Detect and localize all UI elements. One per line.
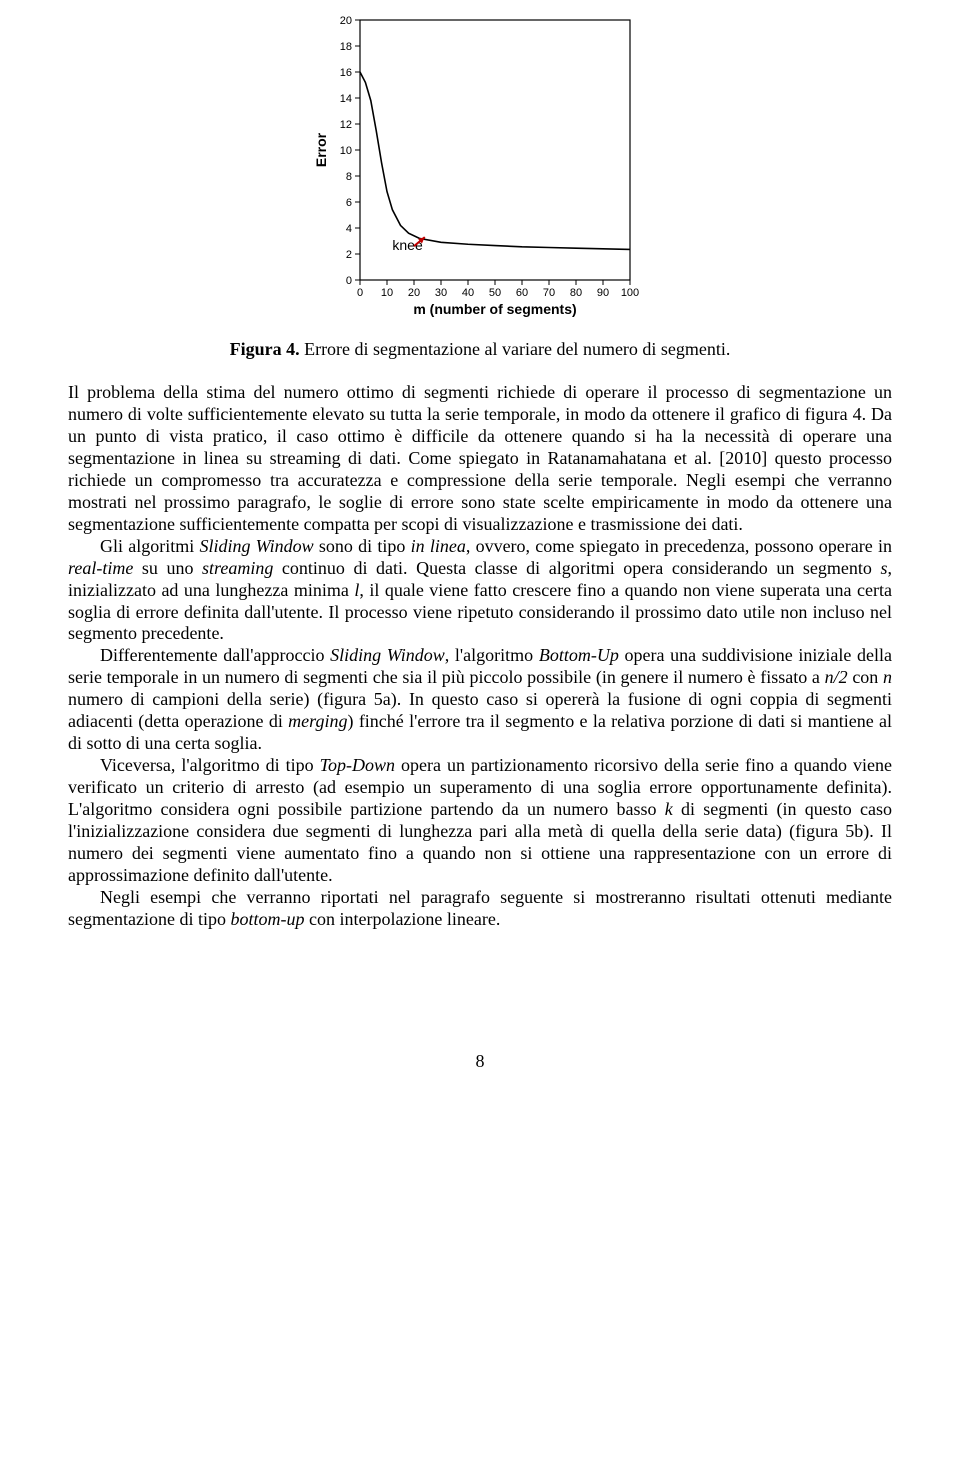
svg-text:8: 8 — [346, 171, 352, 183]
svg-text:0: 0 — [346, 275, 352, 287]
svg-text:60: 60 — [516, 287, 528, 299]
paragraph-4: Viceversa, l'algoritmo di tipo Top-Down … — [68, 755, 892, 887]
svg-text:m (number of segments): m (number of segments) — [413, 301, 576, 317]
svg-text:12: 12 — [340, 119, 352, 131]
paragraph-2: Gli algoritmi Sliding Window sono di tip… — [68, 536, 892, 646]
page: 0 10 20 30 40 50 60 70 80 90 100 0 2 4 6 8 10 12 14 16 18 20 m… — [0, 0, 960, 1112]
p1-text: Il problema della stima del numero ottim… — [68, 382, 892, 534]
svg-text:0: 0 — [357, 287, 363, 299]
svg-text:2: 2 — [346, 249, 352, 261]
svg-text:18: 18 — [340, 41, 352, 53]
svg-text:4: 4 — [346, 223, 352, 235]
paragraph-3: Differentemente dall'approccio Sliding W… — [68, 645, 892, 755]
body-text: Il problema della stima del numero ottim… — [68, 382, 892, 931]
paragraph-5: Negli esempi che verranno riportati nel … — [68, 887, 892, 931]
figure-caption-text: Errore di segmentazione al variare del n… — [304, 339, 730, 359]
paragraph-1: Il problema della stima del numero ottim… — [68, 382, 892, 536]
svg-text:14: 14 — [340, 93, 352, 105]
svg-text:10: 10 — [340, 145, 352, 157]
svg-text:100: 100 — [621, 287, 639, 299]
svg-text:Error: Error — [313, 132, 329, 167]
figure-label: Figura 4. — [230, 339, 300, 359]
svg-text:80: 80 — [570, 287, 582, 299]
svg-text:40: 40 — [462, 287, 474, 299]
svg-text:70: 70 — [543, 287, 555, 299]
svg-text:30: 30 — [435, 287, 447, 299]
chart: 0 10 20 30 40 50 60 70 80 90 100 0 2 4 6 8 10 12 14 16 18 20 m… — [310, 10, 650, 325]
error-chart-svg: 0 10 20 30 40 50 60 70 80 90 100 0 2 4 6 8 10 12 14 16 18 20 m… — [310, 10, 650, 320]
svg-text:16: 16 — [340, 67, 352, 79]
chart-container: 0 10 20 30 40 50 60 70 80 90 100 0 2 4 6 8 10 12 14 16 18 20 m… — [68, 10, 892, 325]
svg-text:10: 10 — [381, 287, 393, 299]
svg-text:6: 6 — [346, 197, 352, 209]
figure-caption: Figura 4. Errore di segmentazione al var… — [68, 339, 892, 360]
svg-text:knee: knee — [392, 237, 423, 253]
svg-text:20: 20 — [408, 287, 420, 299]
svg-text:50: 50 — [489, 287, 501, 299]
svg-text:20: 20 — [340, 15, 352, 27]
svg-text:90: 90 — [597, 287, 609, 299]
page-number: 8 — [68, 1051, 892, 1072]
